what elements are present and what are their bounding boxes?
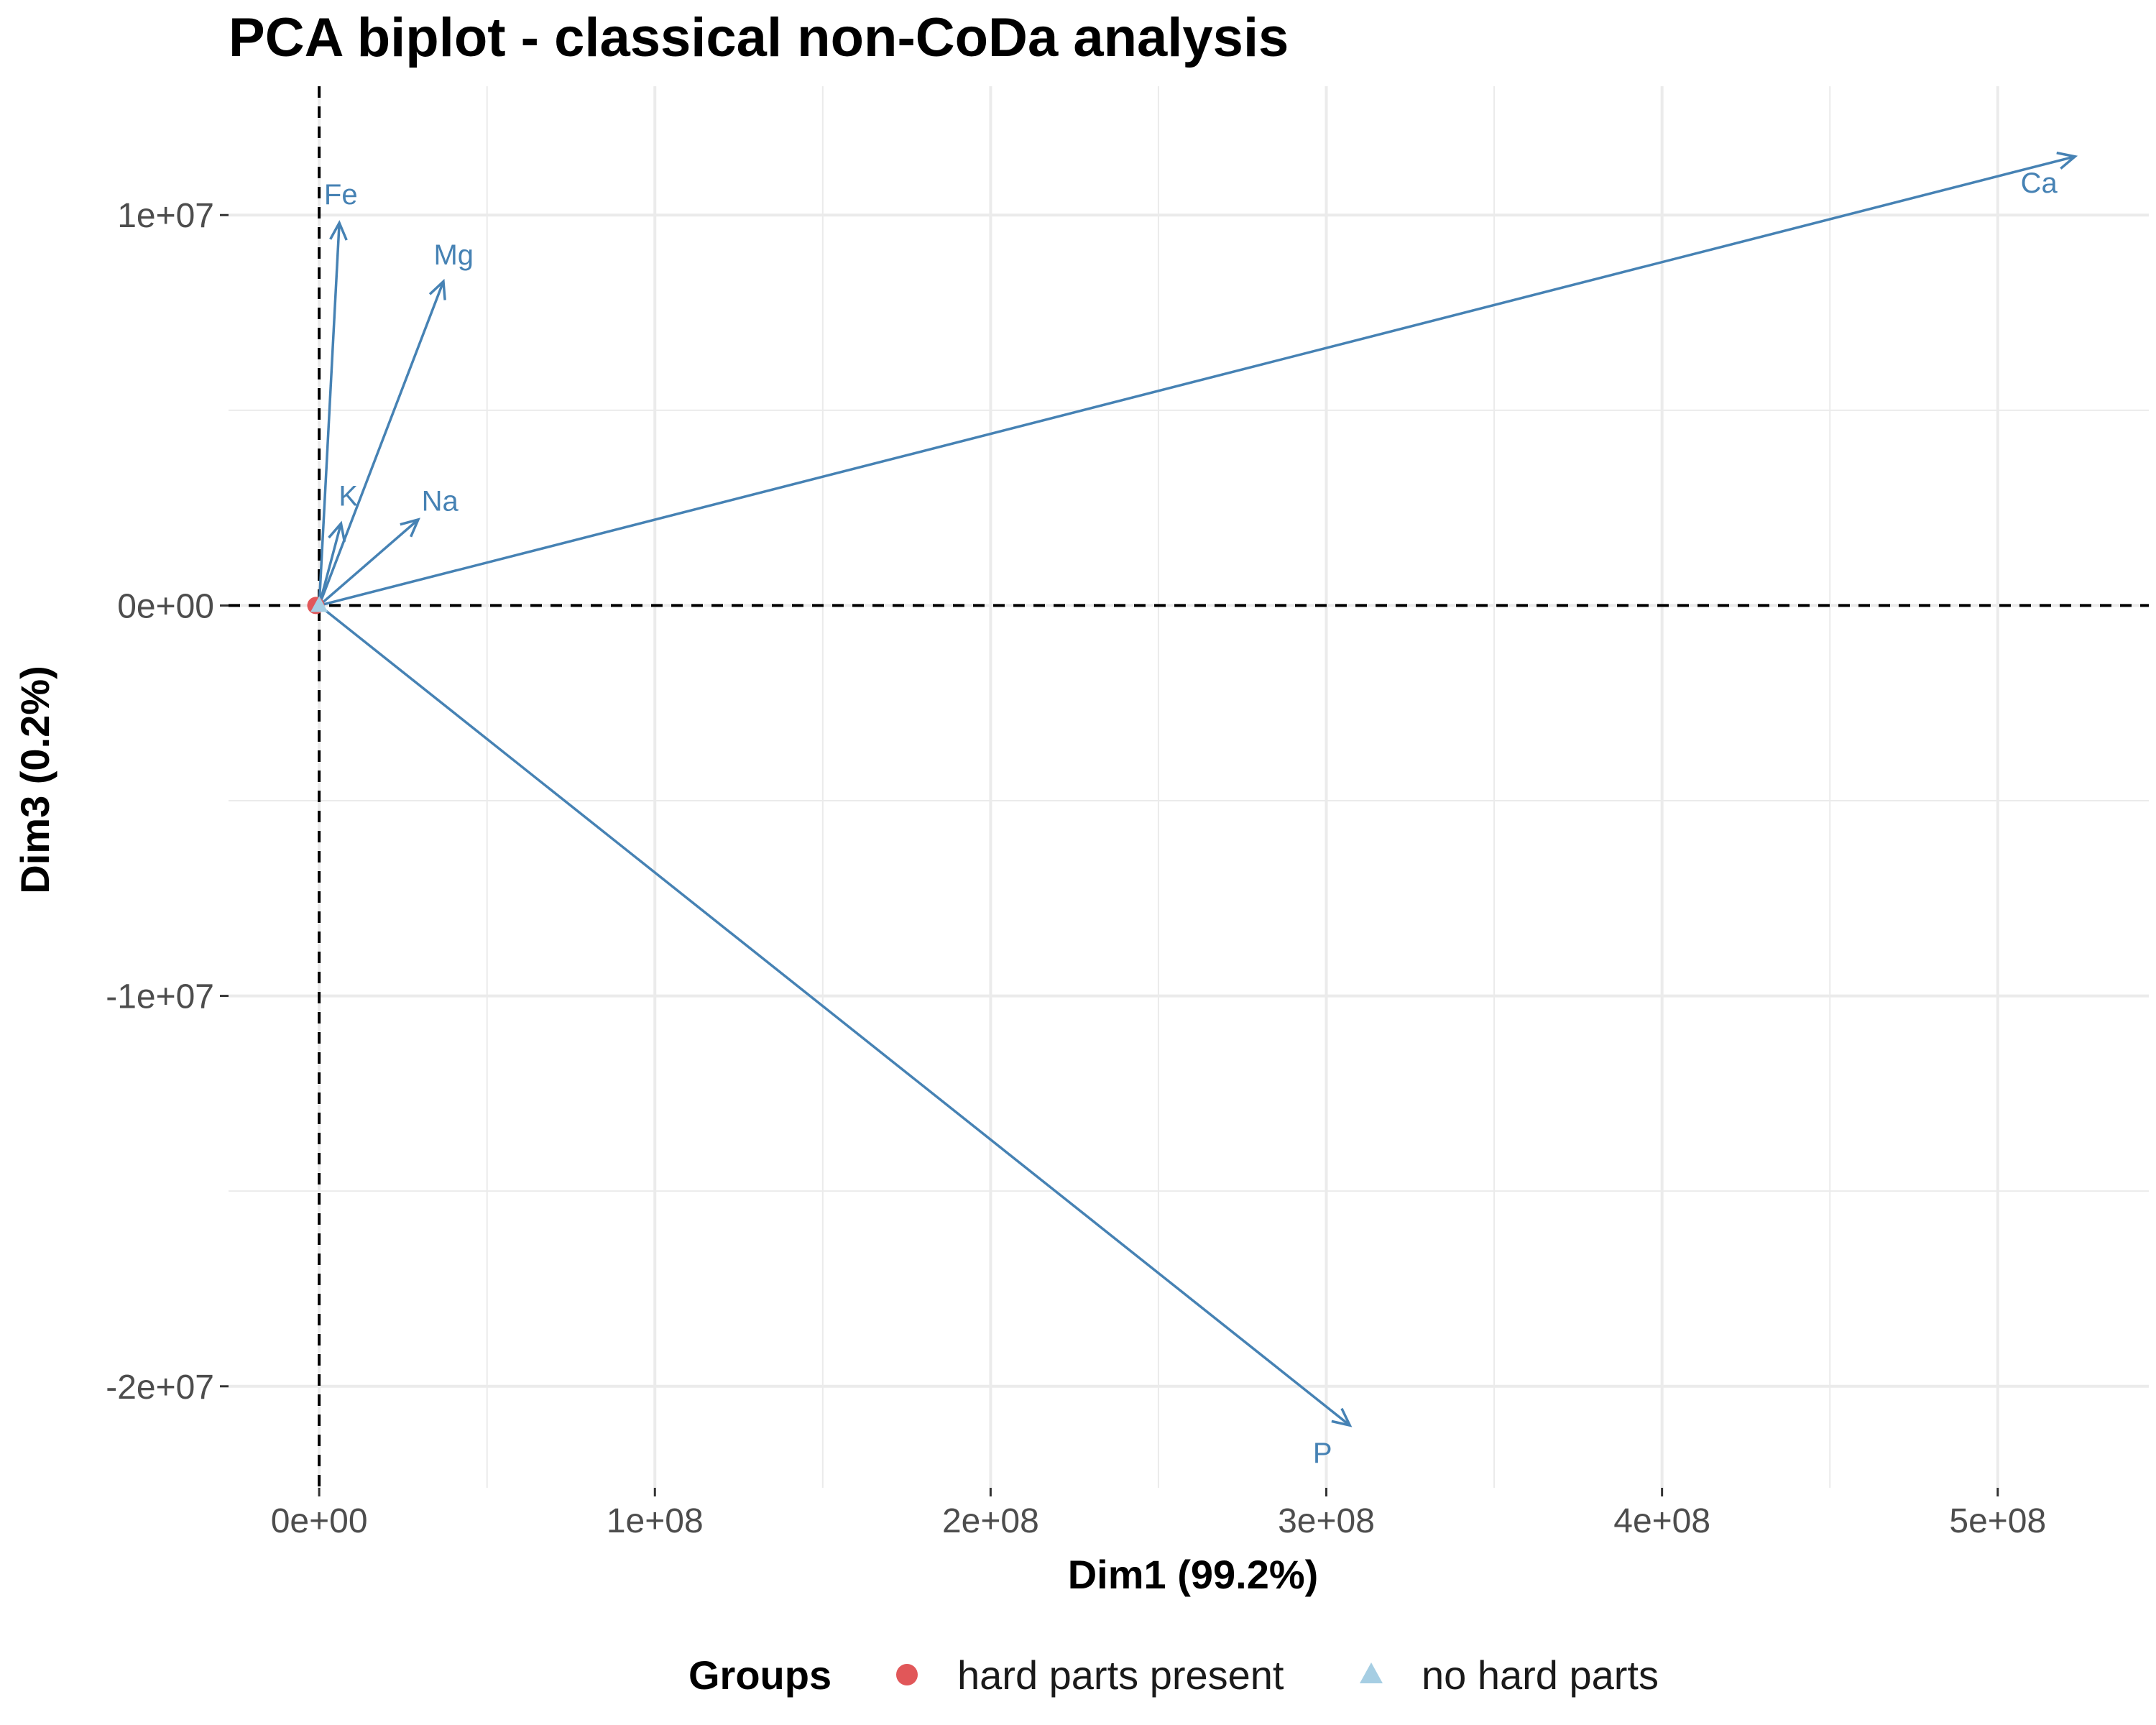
variable-label-mg: Mg: [433, 239, 474, 271]
arrow-shaft: [318, 223, 341, 606]
arrow-shaft: [318, 155, 2076, 607]
legend-symbol-no-hard-parts: [1360, 1662, 1383, 1683]
variable-arrow-fe: Fe: [318, 179, 358, 606]
y-tick-label: -2e+07: [106, 1368, 214, 1407]
variable-arrow-ca: Ca: [318, 151, 2078, 607]
y-tick-label: 1e+07: [117, 197, 214, 235]
arrow-shaft: [318, 523, 343, 606]
x-tick-label: 3e+08: [1278, 1502, 1375, 1540]
variable-label-p: P: [1313, 1438, 1332, 1469]
x-tick-label: 4e+08: [1613, 1502, 1710, 1540]
arrow-head: [1331, 1407, 1353, 1427]
legend-symbol-hard-parts-present: [896, 1664, 918, 1685]
variable-label-fe: Fe: [324, 179, 358, 211]
point-no-hard-parts: [310, 596, 328, 612]
variable-label-ca: Ca: [2021, 167, 2058, 199]
arrow-head: [328, 520, 346, 543]
observation-points: [307, 596, 328, 615]
axis-ticks: 0e+00 1e+08 2e+08 3e+08 4e+08 5e+08 1e+07 0e+00…: [106, 197, 2046, 1540]
legend: Groups hard parts present no hard parts: [688, 1652, 1659, 1698]
y-axis-title: Dim3 (0.2%): [12, 666, 57, 893]
y-tick-label: -1e+07: [106, 978, 214, 1016]
arrow-head: [329, 220, 348, 241]
arrow-shaft: [318, 604, 1351, 1427]
arrow-head: [428, 278, 446, 300]
variable-arrow-k: K: [318, 481, 358, 606]
grid: [229, 86, 2149, 1488]
legend-label-hard-parts-present: hard parts present: [957, 1652, 1284, 1698]
variable-label-k: K: [338, 481, 358, 512]
variable-arrows: Ca P Fe Mg Na K: [318, 151, 2078, 1469]
y-tick-label: 0e+00: [117, 587, 214, 625]
chart-title: PCA biplot - classical non-CoDa analysis: [229, 7, 1289, 68]
arrow-head: [2056, 151, 2078, 170]
arrow-head: [400, 518, 420, 538]
x-tick-label: 1e+08: [607, 1502, 704, 1540]
variable-arrow-mg: Mg: [318, 239, 474, 607]
legend-title: Groups: [688, 1652, 831, 1698]
legend-label-no-hard-parts: no hard parts: [1422, 1652, 1659, 1698]
x-tick-label: 0e+00: [271, 1502, 368, 1540]
x-tick-label: 5e+08: [1949, 1502, 2046, 1540]
arrow-shaft: [318, 518, 420, 607]
variable-label-na: Na: [422, 486, 459, 518]
x-tick-label: 2e+08: [942, 1502, 1039, 1540]
arrow-shaft: [318, 280, 445, 607]
variable-arrow-p: P: [318, 604, 1353, 1469]
variable-arrow-na: Na: [318, 486, 459, 607]
x-axis-title: Dim1 (99.2%): [1068, 1552, 1319, 1597]
reference-lines: [229, 86, 2149, 1488]
